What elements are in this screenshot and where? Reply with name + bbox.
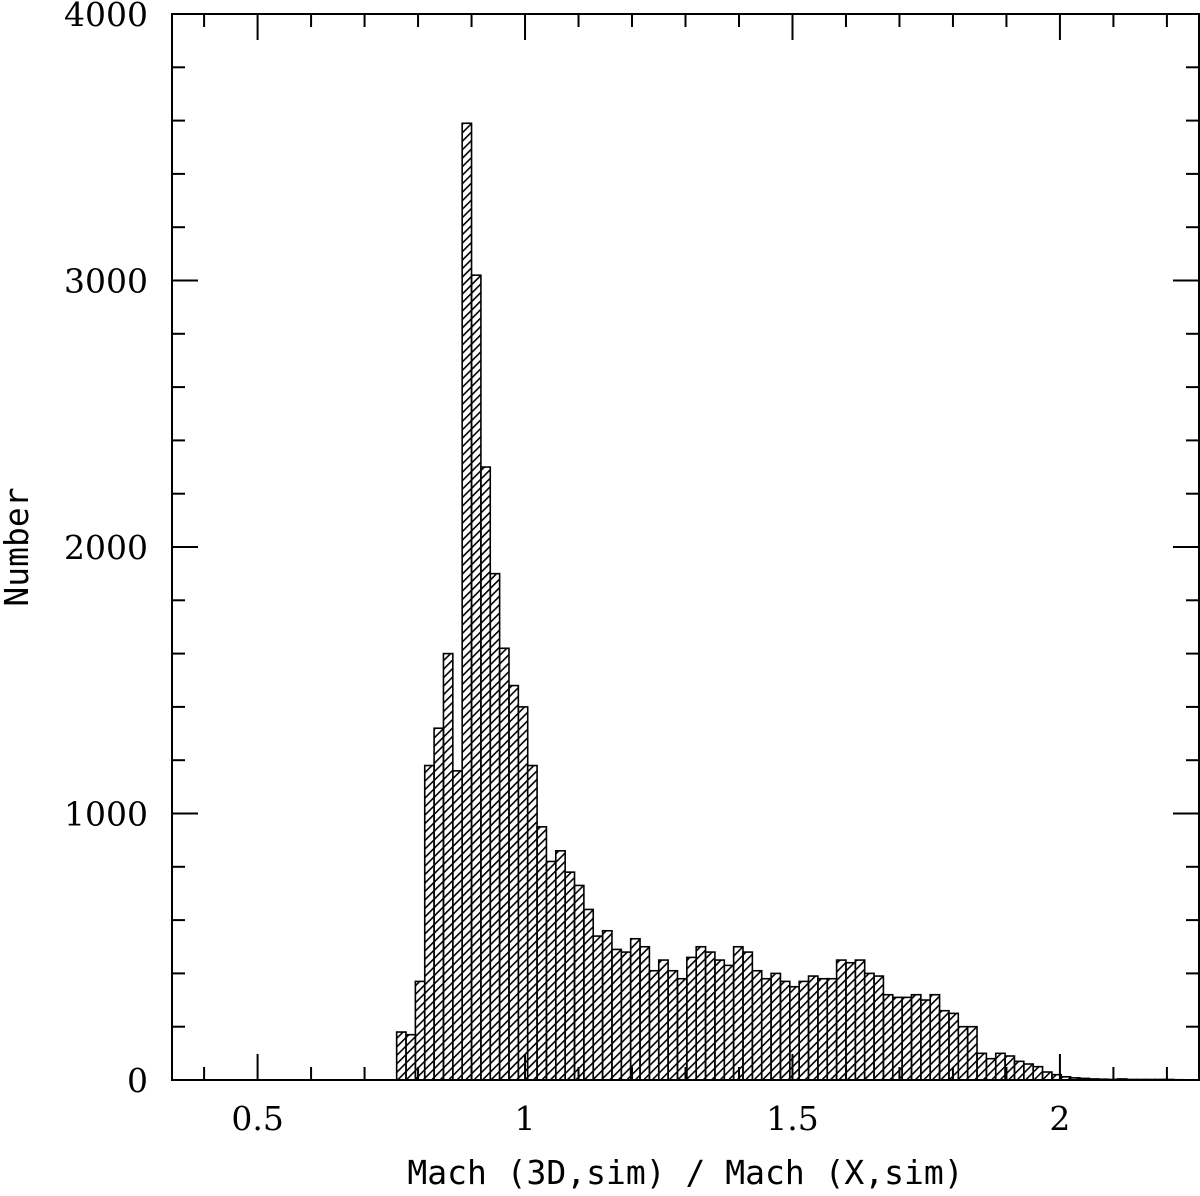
x-tick-labels: 0.5 1 1.5 2 xyxy=(231,1099,1070,1138)
histogram-bar xyxy=(789,985,800,1081)
histogram-bar xyxy=(423,764,435,1081)
histogram-bar xyxy=(564,871,576,1081)
histogram-bar xyxy=(676,977,688,1081)
histogram-bar xyxy=(620,951,632,1081)
histogram-bar xyxy=(639,945,651,1081)
histogram-bar xyxy=(957,1025,969,1081)
histogram-bar xyxy=(863,972,875,1081)
histogram-bar xyxy=(657,959,669,1081)
histogram-bar xyxy=(760,977,772,1081)
y-tick-label: 2000 xyxy=(64,528,148,567)
histogram-bar xyxy=(723,964,735,1081)
histogram-bar xyxy=(938,1009,950,1081)
histogram-bar xyxy=(826,977,838,1081)
histogram-bar xyxy=(470,274,482,1081)
histogram-bar xyxy=(517,706,529,1081)
y-axis-title: Number xyxy=(0,487,36,606)
histogram-bar xyxy=(882,993,894,1081)
histogram-bar xyxy=(461,122,473,1081)
histogram-bar xyxy=(526,764,538,1081)
x-tick-label: 1 xyxy=(515,1099,536,1138)
histogram-bar xyxy=(695,945,707,1081)
histogram-bar xyxy=(667,969,679,1081)
histogram-bar xyxy=(901,996,913,1081)
histogram-bar xyxy=(798,980,810,1081)
histogram-bar xyxy=(592,935,604,1081)
histogram-bar xyxy=(545,860,557,1081)
histogram-bar xyxy=(807,975,819,1081)
histogram-bar xyxy=(686,956,697,1081)
histogram-bar xyxy=(573,884,585,1081)
y-tick-labels: 0 1000 2000 3000 4000 xyxy=(64,0,148,1100)
histogram-bar xyxy=(704,951,716,1081)
histogram-bar xyxy=(920,999,932,1081)
histogram-bar xyxy=(395,1031,407,1081)
histogram-bar xyxy=(498,647,510,1081)
y-tick-label: 3000 xyxy=(64,262,148,301)
histogram-bar xyxy=(891,996,903,1081)
plot-frame xyxy=(171,13,1200,1081)
histogram-bar xyxy=(714,959,726,1081)
axis-ticks xyxy=(172,13,1199,1081)
histogram-bar xyxy=(508,684,520,1081)
histogram-bar xyxy=(929,993,941,1081)
histogram-bar xyxy=(480,466,492,1081)
histogram-bar xyxy=(845,961,857,1081)
histogram-bar xyxy=(489,572,501,1081)
histogram-bar xyxy=(770,972,782,1081)
histogram-bar xyxy=(779,980,791,1081)
histogram-bar xyxy=(1041,1071,1053,1081)
histogram-bar xyxy=(1032,1065,1044,1081)
histogram-bar xyxy=(732,945,744,1081)
y-tick-label: 4000 xyxy=(64,0,148,34)
y-tick-label: 1000 xyxy=(64,795,148,834)
histogram-bar xyxy=(1023,1063,1034,1081)
histogram-bar xyxy=(976,1052,988,1081)
y-tick-label: 0 xyxy=(127,1061,148,1100)
histogram-bar xyxy=(611,948,623,1081)
x-tick-label: 0.5 xyxy=(231,1099,283,1138)
histogram-bar xyxy=(554,850,566,1081)
histogram-bar xyxy=(994,1052,1006,1081)
histogram-bar xyxy=(910,993,922,1081)
histogram-bar xyxy=(751,969,763,1081)
histogram-bar xyxy=(442,652,454,1081)
histogram-bar xyxy=(985,1057,997,1081)
histogram-bar xyxy=(536,826,548,1081)
histogram-bar xyxy=(601,929,613,1081)
histogram-bar xyxy=(817,977,829,1081)
histogram-bar xyxy=(873,975,885,1081)
histogram-bar xyxy=(414,980,426,1081)
histogram-bar xyxy=(835,959,847,1081)
histogram-bar xyxy=(405,1033,417,1081)
x-tick-label: 2 xyxy=(1049,1099,1070,1138)
histogram-bar xyxy=(854,959,866,1081)
histogram-bar xyxy=(648,969,660,1081)
histogram-bar xyxy=(1013,1060,1025,1081)
histogram-bar xyxy=(583,908,595,1081)
histogram-bar xyxy=(966,1025,978,1081)
x-axis-title: Mach (3D,sim) / Mach (X,sim) xyxy=(407,1153,963,1192)
x-tick-label: 1.5 xyxy=(766,1099,818,1138)
histogram-bar xyxy=(742,951,754,1081)
histogram-bar xyxy=(629,937,641,1081)
histogram-bar xyxy=(433,727,445,1081)
histogram-bars xyxy=(395,122,1184,1081)
histogram-bar xyxy=(452,770,463,1081)
